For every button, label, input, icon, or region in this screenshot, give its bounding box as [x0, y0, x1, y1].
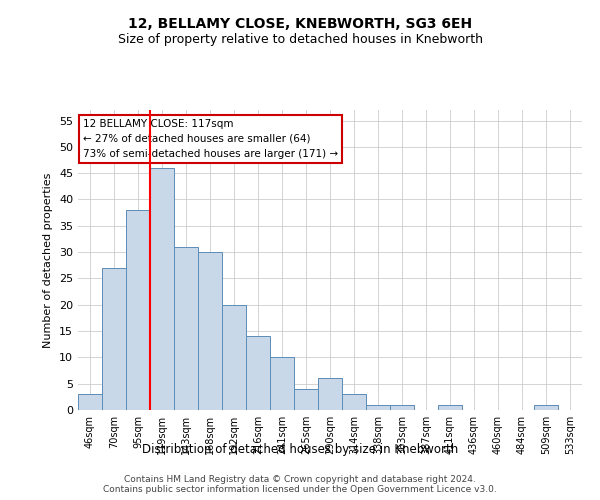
Bar [78, 394, 102, 410]
Text: Contains public sector information licensed under the Open Government Licence v3: Contains public sector information licen… [103, 484, 497, 494]
Bar [150, 168, 174, 410]
Bar [438, 404, 462, 410]
Y-axis label: Number of detached properties: Number of detached properties [43, 172, 53, 348]
Bar [294, 389, 318, 410]
Bar [270, 358, 294, 410]
Bar [342, 394, 366, 410]
Bar [174, 247, 198, 410]
Text: 12 BELLAMY CLOSE: 117sqm
← 27% of detached houses are smaller (64)
73% of semi-d: 12 BELLAMY CLOSE: 117sqm ← 27% of detach… [83, 119, 338, 158]
Bar [318, 378, 342, 410]
Text: Size of property relative to detached houses in Knebworth: Size of property relative to detached ho… [118, 32, 482, 46]
Bar [534, 404, 558, 410]
Bar [366, 404, 390, 410]
Bar [126, 210, 150, 410]
Bar [390, 404, 414, 410]
Text: Contains HM Land Registry data © Crown copyright and database right 2024.: Contains HM Land Registry data © Crown c… [124, 476, 476, 484]
Bar [102, 268, 126, 410]
Text: 12, BELLAMY CLOSE, KNEBWORTH, SG3 6EH: 12, BELLAMY CLOSE, KNEBWORTH, SG3 6EH [128, 18, 472, 32]
Bar [246, 336, 270, 410]
Text: Distribution of detached houses by size in Knebworth: Distribution of detached houses by size … [142, 444, 458, 456]
Bar [198, 252, 222, 410]
Bar [222, 304, 246, 410]
